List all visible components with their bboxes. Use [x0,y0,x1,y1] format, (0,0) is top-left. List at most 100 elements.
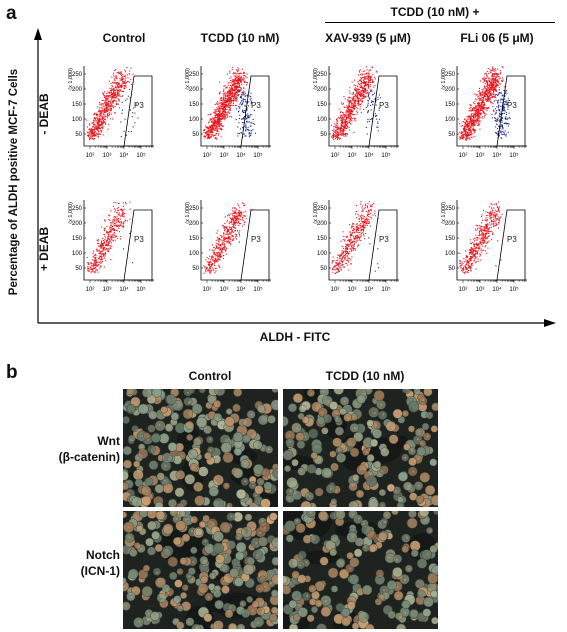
panel-a-axes [34,28,556,327]
column-header-tcdd: TCDD (10 nM) [200,31,280,45]
x-tick-label: 10² [86,153,95,159]
y-tick-label: 200 [445,221,456,227]
x-tick-label: 10⁵ [136,286,146,293]
x-tick-label: 10² [331,153,340,159]
gate-p3 [496,209,526,281]
x-tick-label: 10⁴ [492,152,502,159]
x-tick-label: 10² [203,287,212,293]
y-tick-label: 200 [72,87,83,93]
x-tick-label: 10³ [348,287,357,293]
y-scale-label: (x 1,000) [441,68,447,90]
flow-plot: (x 1,000) 50 100 150 200 250 10² 10³ 10⁴ 10⁵ P3 [441,190,533,296]
x-tick-label: 10² [459,153,468,159]
x-tick-label: 10⁵ [253,286,263,293]
y-tick-label: 250 [72,72,83,78]
flow-plot: (x 1,000) 50 100 150 200 250 10² 10³ 10⁴ 10⁵ P3 [313,190,405,296]
x-axis-label: ALDH - FITC [259,330,331,344]
row-label-notch-line2: (ICN-1) [80,564,120,578]
x-tick-label: 10⁴ [236,152,246,159]
y-tick-label: 50 [75,266,82,272]
panel-a-label: a [6,3,17,24]
y-tick-label: 250 [445,206,456,212]
x-tick-label: 10³ [476,287,485,293]
event-dots [331,66,382,141]
y-tick-label: 250 [189,206,200,212]
y-scale-label: (x 1,000) [185,68,191,90]
y-tick-label: 100 [445,251,456,257]
column-header-control: Control [102,31,146,45]
y-tick-label: 50 [75,132,82,138]
gate-label: P3 [251,235,261,244]
gate-label: P3 [507,101,517,110]
y-scale-label: (x 1,000) [68,68,74,90]
x-tick-label: 10⁴ [492,286,502,293]
gate-p3 [368,209,398,281]
y-tick-label: 250 [72,206,83,212]
x-tick-label: 10⁵ [509,286,519,293]
flow-plot: (x 1,000) 50 100 150 200 250 10² 10³ 10⁴ 10⁵ P3 [185,190,277,296]
y-tick-label: 200 [317,221,328,227]
x-tick-label: 10³ [220,153,229,159]
y-tick-label: 250 [445,72,456,78]
group-bracket-line [325,22,555,23]
x-tick-label: 10⁵ [136,152,146,159]
y-tick-label: 100 [317,251,328,257]
panel-b-column-tcdd: TCDD (10 nM) [325,369,405,383]
gate-label: P3 [134,101,144,110]
gate-label: P3 [379,101,389,110]
x-tick-label: 10⁴ [119,286,129,293]
y-tick-label: 50 [192,266,199,272]
x-tick-label: 10³ [220,287,229,293]
y-tick-label: 50 [448,132,455,138]
x-tick-label: 10² [86,287,95,293]
event-dots [86,201,134,274]
x-tick-label: 10⁵ [509,152,519,159]
gate-p3 [240,209,270,281]
y-axis-arrowhead [34,28,42,40]
micrograph-notch-control [123,511,278,629]
event-dots [86,67,139,141]
x-tick-label: 10³ [103,153,112,159]
x-tick-label: 10⁵ [253,152,263,159]
row-label-wnt: Wnt (β-catenin) [40,433,120,465]
gate-label: P3 [251,101,261,110]
gate-p3 [368,75,398,147]
column-header-fli06: FLi 06 (5 μM) [460,31,534,45]
x-tick-label: 10² [459,287,468,293]
y-tick-label: 150 [317,102,328,108]
y-tick-label: 250 [317,206,328,212]
y-tick-label: 150 [189,236,200,242]
y-tick-label: 200 [189,87,200,93]
y-tick-label: 100 [189,117,200,123]
y-tick-label: 200 [445,87,456,93]
y-tick-label: 100 [72,251,83,257]
y-tick-label: 150 [445,102,456,108]
micrograph-notch-tcdd [283,511,438,629]
x-tick-label: 10⁴ [236,286,246,293]
flow-plot: (x 1,000) 50 100 150 200 250 10² 10³ 10⁴ 10⁵ P3 [441,56,533,162]
gate-p3 [240,75,270,147]
y-tick-label: 50 [320,266,327,272]
y-tick-label: 150 [445,236,456,242]
y-tick-label: 250 [317,72,328,78]
event-dots [459,201,503,274]
x-tick-label: 10³ [348,153,357,159]
row-label-wnt-line2: (β-catenin) [58,450,120,464]
y-scale-label: (x 1,000) [441,202,447,224]
group-header: TCDD (10 nM) + [390,5,480,19]
y-tick-label: 200 [72,221,83,227]
y-tick-label: 100 [317,117,328,123]
gate-p3 [123,209,153,281]
x-tick-label: 10³ [476,153,485,159]
x-tick-label: 10² [203,153,212,159]
x-tick-label: 10⁴ [364,286,374,293]
event-dots [203,66,256,140]
y-tick-label: 100 [189,251,200,257]
flow-plot: (x 1,000) 50 100 150 200 250 10² 10³ 10⁴ 10⁵ P3 [68,190,160,296]
x-tick-label: 10⁵ [381,286,391,293]
event-dots [203,202,254,274]
flow-plot: (x 1,000) 50 100 150 200 250 10² 10³ 10⁴ 10⁵ P3 [68,56,160,162]
column-header-xav939: XAV-939 (5 μM) [325,31,411,45]
x-tick-label: 10² [331,287,340,293]
y-tick-label: 150 [317,236,328,242]
